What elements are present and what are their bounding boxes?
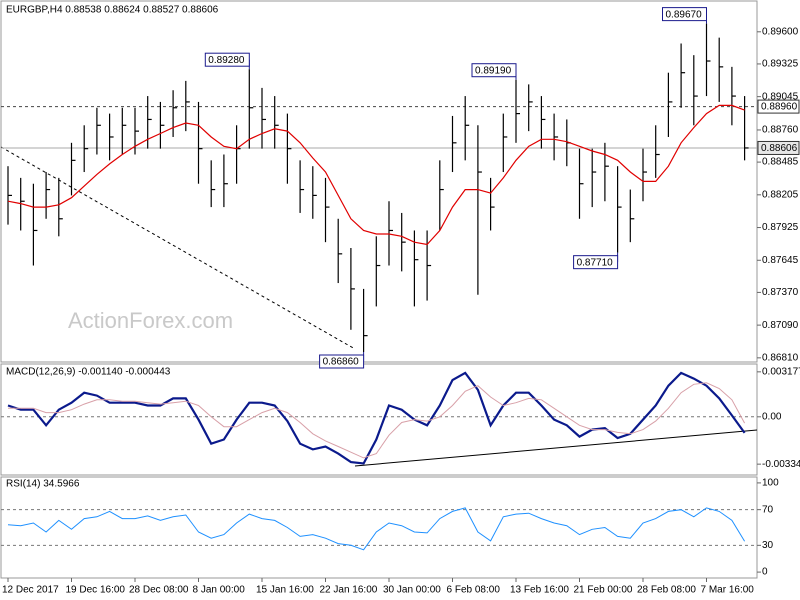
x-tick-label: 28 Dec 08:00 bbox=[129, 585, 189, 596]
y-tick-label: 0.87370 bbox=[762, 287, 799, 298]
chart-title: EURGBP,H4 0.88538 0.88624 0.88527 0.8860… bbox=[6, 5, 219, 16]
x-tick-label: 21 Feb 00:00 bbox=[574, 585, 633, 596]
price-tag bbox=[757, 140, 800, 155]
rsi-panel bbox=[0, 476, 758, 579]
x-tick-label: 19 Dec 16:00 bbox=[66, 585, 126, 596]
y-tick-label: 0.87090 bbox=[762, 320, 799, 331]
moving-average bbox=[7, 104, 745, 246]
macd-title: MACD(12,26,9) -0.001140 -0.000443 bbox=[6, 367, 171, 378]
price-tag-label: 0.88606 bbox=[761, 143, 798, 154]
y-tick-label: 0.00 bbox=[762, 411, 782, 422]
annotation-box bbox=[573, 255, 619, 270]
rsi-title: RSI(14) 34.5966 bbox=[6, 479, 80, 490]
y-tick-label: 0.87925 bbox=[762, 222, 799, 233]
x-tick-label: 30 Jan 00:00 bbox=[383, 585, 441, 596]
series-line bbox=[7, 371, 746, 465]
y-tick-label: 0 bbox=[762, 567, 768, 578]
annotation-box bbox=[662, 7, 707, 22]
annotation-box bbox=[471, 63, 517, 78]
macd-trend-line bbox=[354, 429, 758, 467]
macd-panel bbox=[0, 363, 758, 476]
annotation-box bbox=[319, 354, 365, 369]
x-tick-label: 7 Mar 16:00 bbox=[701, 585, 755, 596]
y-tick-label: 0.89600 bbox=[762, 26, 799, 37]
watermark: ActionForex.com bbox=[68, 308, 233, 333]
x-tick-label: 15 Jan 16:00 bbox=[256, 585, 314, 596]
y-tick-label: 0.89045 bbox=[762, 91, 799, 102]
price-tag bbox=[757, 99, 800, 114]
y-tick-label: 0.86810 bbox=[762, 352, 799, 363]
annotation-label: 0.89670 bbox=[666, 9, 703, 20]
y-tick-label: 30 bbox=[762, 540, 774, 551]
annotation-label: 0.89280 bbox=[208, 55, 245, 66]
x-tick-label: 12 Dec 2017 bbox=[2, 585, 59, 596]
annotation-label: 0.87710 bbox=[577, 257, 614, 268]
y-tick-label: 100 bbox=[762, 478, 779, 489]
annotation-label: 0.89190 bbox=[475, 65, 512, 76]
y-tick-label: 0.87645 bbox=[762, 255, 799, 266]
x-tick-label: 28 Feb 08:00 bbox=[637, 585, 696, 596]
price-tag-label: 0.88960 bbox=[761, 102, 798, 113]
x-tick-label: 13 Feb 16:00 bbox=[510, 585, 569, 596]
trend-line bbox=[0, 146, 356, 350]
x-tick-label: 6 Feb 08:00 bbox=[447, 585, 501, 596]
x-tick-label: 22 Jan 16:00 bbox=[320, 585, 378, 596]
y-tick-label: 0.88760 bbox=[762, 125, 799, 136]
y-tick-label: -0.003344 bbox=[762, 459, 800, 470]
y-tick-label: 0.88205 bbox=[762, 189, 799, 200]
y-tick-label: 0.003177 bbox=[762, 366, 800, 377]
y-tick-label: 0.88485 bbox=[762, 157, 799, 168]
annotation-box bbox=[204, 52, 250, 67]
series-line bbox=[7, 507, 746, 551]
x-tick-label: 8 Jan 00:00 bbox=[193, 585, 246, 596]
series-line bbox=[8, 382, 746, 459]
y-tick-label: 70 bbox=[762, 504, 774, 515]
price-panel bbox=[0, 0, 758, 363]
y-tick-label: 0.89325 bbox=[762, 59, 799, 70]
annotation-label: 0.86860 bbox=[323, 357, 360, 368]
